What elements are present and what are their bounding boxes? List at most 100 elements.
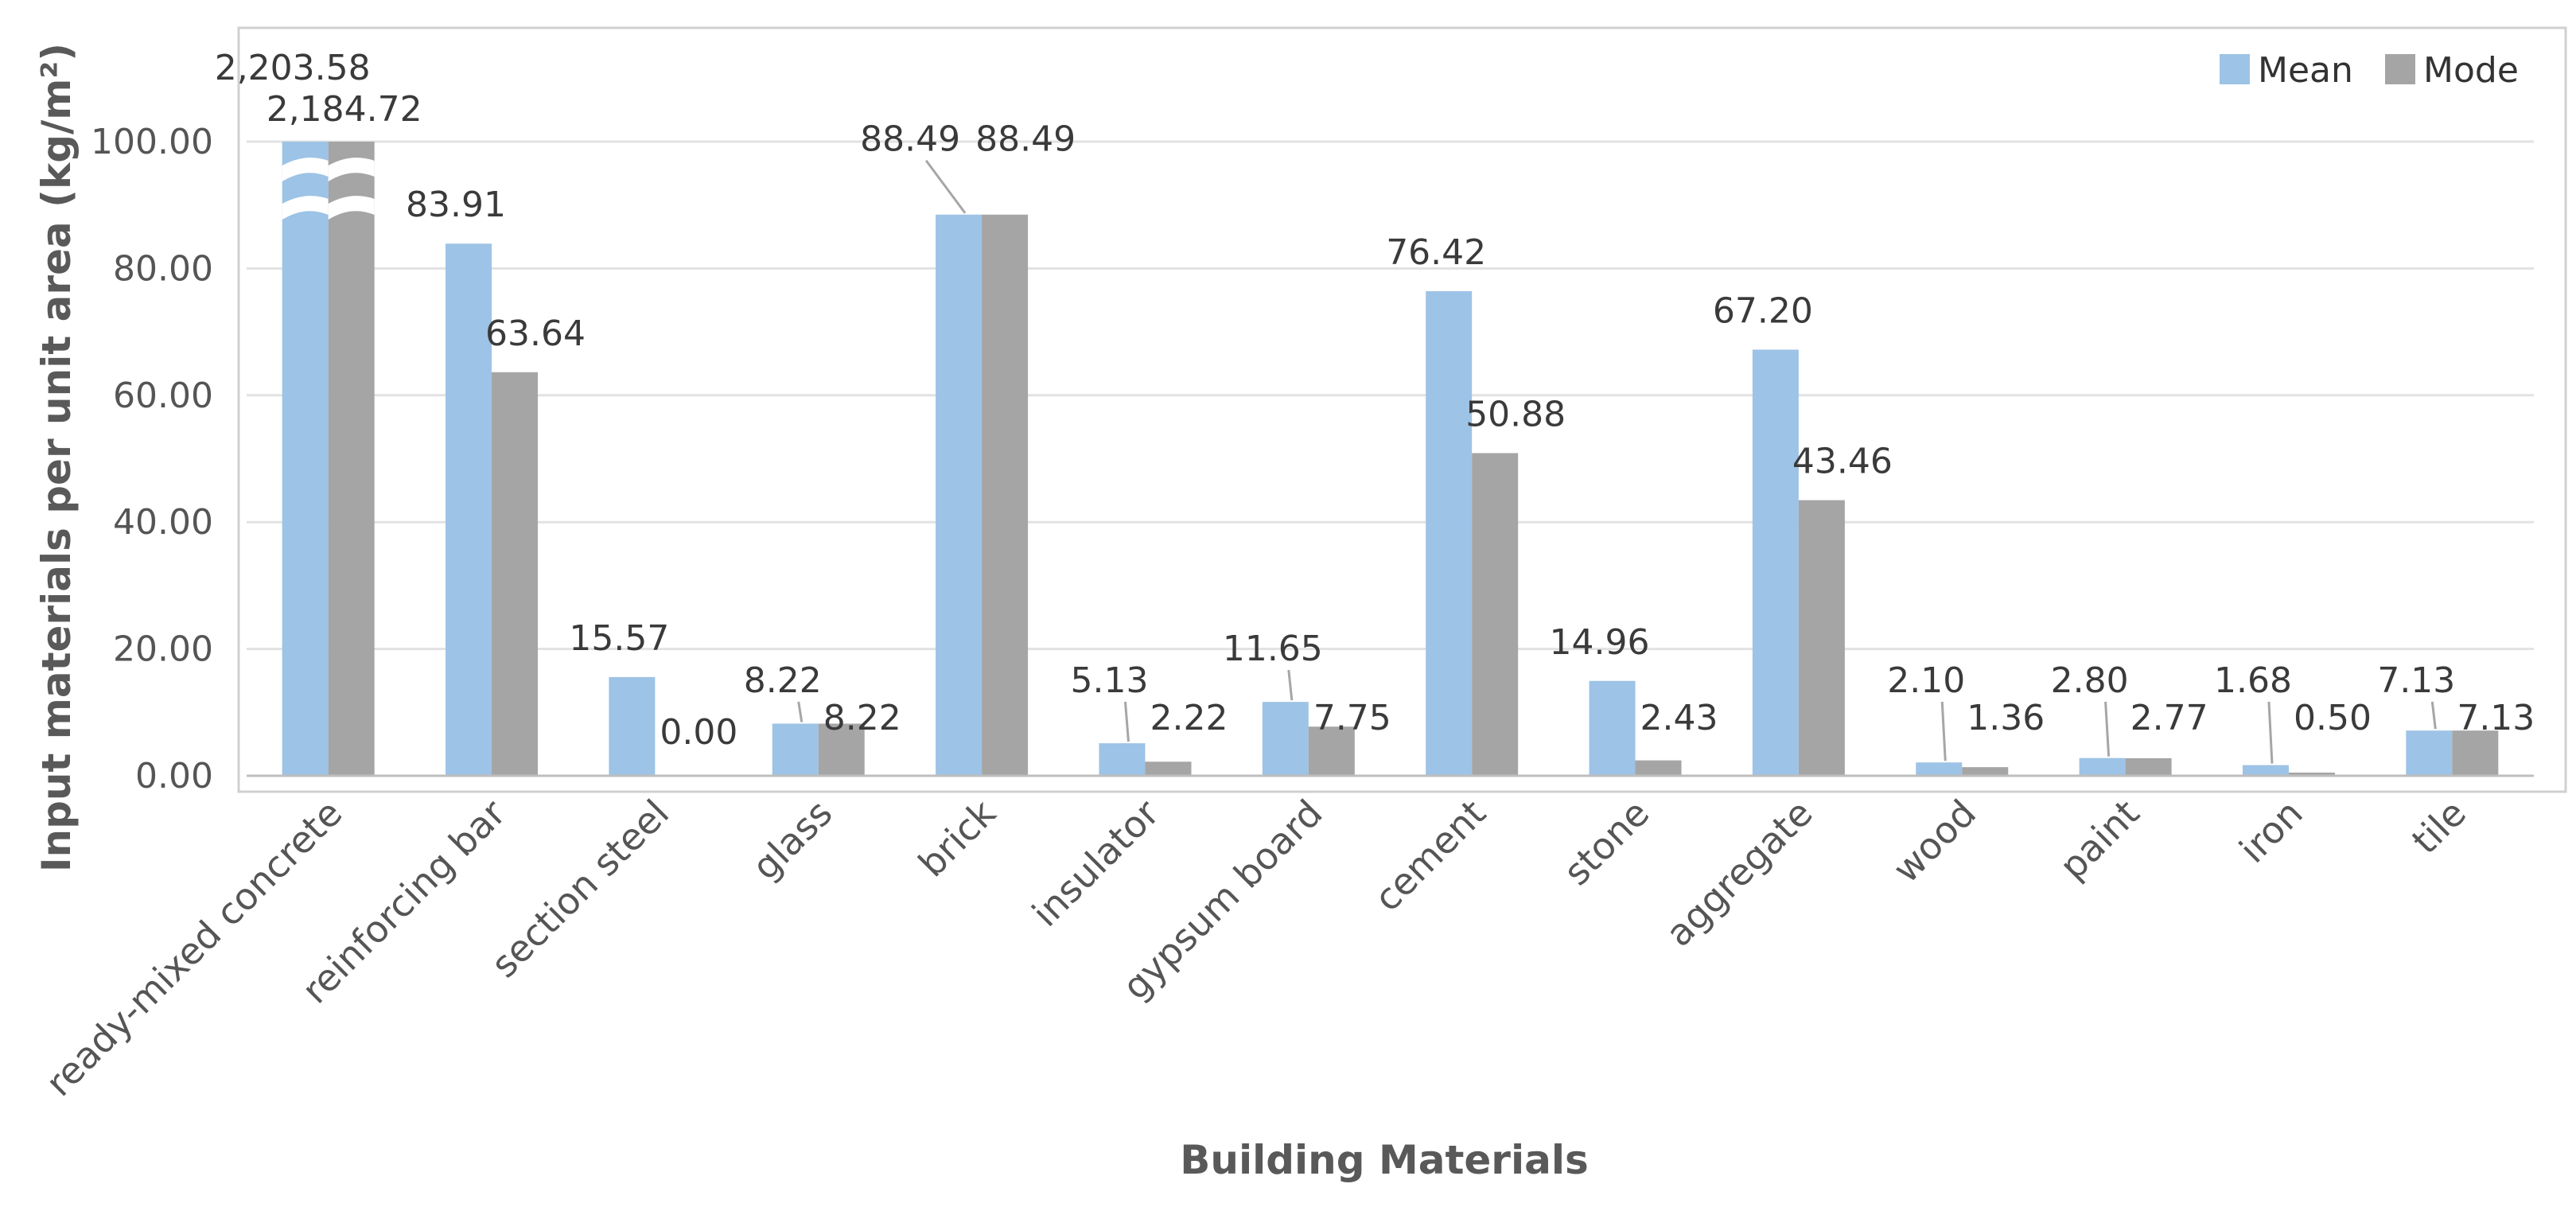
legend-label-mean: Mean bbox=[2258, 50, 2353, 91]
bar-mean-tile bbox=[2406, 730, 2453, 776]
bar-mean-aggregate bbox=[1752, 349, 1799, 776]
break-gap-lower bbox=[282, 196, 329, 220]
data-label-mean-wood: 2.10 bbox=[1887, 660, 1965, 701]
bar-mean-reinforcing-bar bbox=[446, 243, 492, 776]
gridlines bbox=[237, 26, 2567, 793]
bar-mean-cement bbox=[1426, 290, 1473, 776]
x-tick-label-brick: brick bbox=[910, 791, 1004, 885]
bar-mode-tile bbox=[2452, 730, 2499, 776]
bar-mean-brick bbox=[936, 214, 983, 776]
y-axis-title: Input materials per unit area (kg/m²) bbox=[33, 43, 80, 872]
bar-mean-glass bbox=[772, 723, 819, 776]
bar-mean-iron bbox=[2242, 765, 2289, 776]
leader-lines bbox=[797, 159, 2437, 764]
data-label-mean-gypsum-board: 11.65 bbox=[1223, 629, 1323, 669]
data-label-mode-reinforcing-bar: 63.64 bbox=[485, 313, 586, 354]
bar-mode-reinforcing-bar bbox=[492, 372, 539, 776]
data-label-mean-aggregate: 67.20 bbox=[1713, 290, 1813, 331]
x-tick-label-tile: tile bbox=[2403, 792, 2474, 862]
data-label-mean-glass: 8.22 bbox=[744, 660, 822, 701]
bar-mean-ready-mixed-concrete bbox=[282, 142, 329, 776]
break-gap-upper bbox=[282, 158, 329, 181]
x-tick-label-insulator: insulator bbox=[1024, 792, 1167, 935]
data-label-mode-iron: 0.50 bbox=[2294, 698, 2372, 738]
data-label-mode-section-steel: 0.00 bbox=[660, 712, 737, 753]
bar-mode-cement bbox=[1472, 453, 1519, 776]
x-tick-label-aggregate: aggregate bbox=[1657, 792, 1820, 955]
y-tick-label: 40.00 bbox=[113, 502, 213, 543]
bar-mean-insulator bbox=[1099, 743, 1146, 776]
y-tick-label: 60.00 bbox=[113, 376, 213, 416]
bar-mode-glass bbox=[818, 723, 865, 776]
data-label-mode-aggregate: 43.46 bbox=[1792, 442, 1893, 482]
bar-mean-wood bbox=[1916, 762, 1963, 776]
data-label-mean-section-steel: 15.57 bbox=[569, 618, 669, 659]
bar-mode-wood bbox=[1962, 767, 2009, 776]
data-label-mode-cement: 50.88 bbox=[1465, 394, 1566, 434]
y-tick-label: 100.00 bbox=[91, 122, 213, 162]
legend: Mean Mode bbox=[2220, 50, 2519, 91]
y-tick-label: 0.00 bbox=[135, 756, 213, 796]
leader-line bbox=[2267, 701, 2274, 764]
leader-line bbox=[2104, 701, 2111, 757]
bar-mean-gypsum-board bbox=[1262, 702, 1309, 776]
data-label-mode-stone: 2.43 bbox=[1640, 698, 1718, 738]
bar-mode-ready-mixed-concrete bbox=[328, 142, 375, 776]
x-tick-label-glass: glass bbox=[744, 792, 841, 889]
x-tick-label-wood: wood bbox=[1885, 792, 1984, 891]
data-label-mode-paint: 2.77 bbox=[2130, 698, 2208, 738]
x-tick-label-stone: stone bbox=[1555, 792, 1657, 894]
bars bbox=[282, 142, 2499, 776]
x-tick-label-cement: cement bbox=[1366, 792, 1494, 920]
leader-line bbox=[2430, 701, 2437, 730]
data-label-mode-gypsum-board: 7.75 bbox=[1313, 698, 1391, 738]
data-label-mean-reinforcing-bar: 83.91 bbox=[406, 185, 506, 225]
bar-mean-paint bbox=[2079, 757, 2126, 776]
data-label-mean-ready-mixed-concrete: 2,203.58 bbox=[215, 48, 371, 88]
y-tick-label: 80.00 bbox=[113, 248, 213, 289]
x-tick-label-paint: paint bbox=[2051, 792, 2147, 888]
x-tick-label-iron: iron bbox=[2231, 792, 2310, 871]
plot-frame bbox=[237, 26, 2567, 793]
leader-line bbox=[924, 159, 967, 214]
y-tick-label: 20.00 bbox=[113, 629, 213, 670]
data-label-mean-tile: 7.13 bbox=[2377, 660, 2455, 701]
data-label-mode-glass: 8.22 bbox=[823, 698, 901, 738]
data-label-mean-brick: 88.49 bbox=[860, 119, 960, 160]
break-gap-upper bbox=[328, 158, 375, 181]
data-label-mode-brick: 88.49 bbox=[975, 119, 1076, 160]
bar-mode-stone bbox=[1635, 760, 1682, 776]
bar-mean-stone bbox=[1589, 680, 1636, 776]
data-label-mode-ready-mixed-concrete: 2,184.72 bbox=[267, 89, 422, 130]
bar-mean-section-steel bbox=[609, 676, 656, 776]
data-label-mean-stone: 14.96 bbox=[1550, 622, 1650, 663]
leader-line bbox=[797, 701, 804, 722]
bar-mode-aggregate bbox=[1798, 500, 1845, 776]
bar-mode-insulator bbox=[1145, 761, 1192, 776]
leader-line bbox=[1940, 701, 1947, 761]
bar-mode-iron bbox=[2288, 773, 2335, 776]
x-axis-title: Building Materials bbox=[1180, 1137, 1588, 1183]
data-label-mean-insulator: 5.13 bbox=[1070, 660, 1148, 701]
y-axis-ticks: 0.00 20.00 40.00 60.00 80.00 100.00 bbox=[91, 122, 213, 796]
data-label-mean-paint: 2.80 bbox=[2051, 660, 2129, 701]
data-label-mode-tile: 7.13 bbox=[2457, 698, 2535, 738]
legend-swatch-mean bbox=[2220, 54, 2250, 84]
break-gap-lower bbox=[328, 196, 375, 220]
leader-line bbox=[1287, 669, 1294, 701]
data-label-mode-insulator: 2.22 bbox=[1150, 698, 1228, 738]
legend-label-mode: Mode bbox=[2423, 50, 2519, 91]
bar-mode-gypsum-board bbox=[1308, 726, 1355, 776]
data-label-mode-wood: 1.36 bbox=[1967, 698, 2045, 738]
data-label-mean-cement: 76.42 bbox=[1386, 232, 1486, 273]
bar-mode-paint bbox=[2125, 757, 2172, 776]
data-label-mean-iron: 1.68 bbox=[2214, 660, 2292, 701]
legend-swatch-mode bbox=[2385, 54, 2415, 84]
leader-line bbox=[1123, 701, 1130, 742]
data-labels: 2,203.582,184.7283.9163.6415.570.008.228… bbox=[215, 48, 2535, 753]
bar-mode-brick bbox=[982, 214, 1029, 776]
x-tick-label-ready-mixed-concrete: ready-mixed concrete bbox=[37, 792, 351, 1105]
